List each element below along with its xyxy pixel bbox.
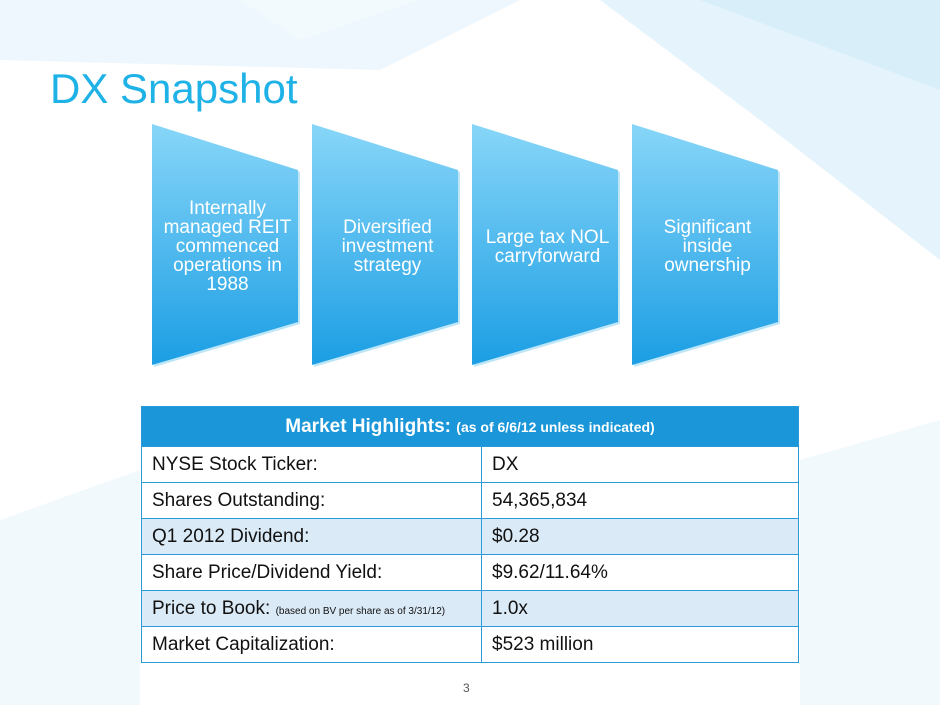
table-row: Shares Outstanding: 54,365,834 — [141, 482, 799, 519]
table-row: NYSE Stock Ticker: DX — [141, 446, 799, 483]
row-value: $9.62/11.64% — [481, 554, 799, 591]
row-value: DX — [481, 446, 799, 483]
page-title: DX Snapshot — [50, 65, 298, 112]
row-label-note: (based on BV per share as of 3/31/12) — [275, 605, 446, 617]
chevron-step-2: Diversified investment strategy — [312, 124, 467, 369]
row-value: 1.0x — [481, 590, 799, 627]
row-label: NYSE Stock Ticker: — [141, 446, 482, 483]
chevron-step-1: Internally managed REIT commenced operat… — [152, 124, 307, 369]
market-highlights-date-note: (as of 6/6/12 unless indicated) — [456, 418, 655, 435]
chevron-step-3-label: Large tax NOL carryforward — [485, 226, 610, 267]
chevron-step-4: Significant inside ownership — [632, 124, 787, 369]
market-highlights-table: Market Highlights: (as of 6/6/12 unless … — [141, 406, 799, 663]
table-row: Market Capitalization: $523 million — [141, 626, 799, 663]
chevron-step-4-label: Significant inside ownership — [663, 217, 752, 276]
row-label: Q1 2012 Dividend: — [141, 518, 482, 555]
market-highlights-title: Market Highlights: — [285, 415, 452, 437]
row-label: Share Price/Dividend Yield: — [141, 554, 482, 591]
row-value: $523 million — [481, 626, 799, 663]
table-row: Price to Book: (based on BV per share as… — [141, 590, 799, 627]
row-value: $0.28 — [481, 518, 799, 555]
row-label: Shares Outstanding: — [141, 482, 482, 519]
chevron-step-3: Large tax NOL carryforward — [472, 124, 627, 369]
chevron-step-2-label: Diversified investment strategy — [341, 217, 434, 276]
market-highlights-header-row: Market Highlights: (as of 6/6/12 unless … — [141, 406, 799, 447]
row-label: Price to Book: (based on BV per share as… — [141, 590, 482, 627]
row-value: 54,365,834 — [481, 482, 799, 519]
chevron-step-1-label: Internally managed REIT commenced operat… — [163, 198, 292, 295]
table-row: Share Price/Dividend Yield: $9.62/11.64% — [141, 554, 799, 591]
row-label: Market Capitalization: — [141, 626, 482, 663]
table-row: Q1 2012 Dividend: $0.28 — [141, 518, 799, 555]
market-highlights-header: Market Highlights: (as of 6/6/12 unless … — [141, 406, 799, 447]
page-number: 3 — [463, 681, 470, 695]
